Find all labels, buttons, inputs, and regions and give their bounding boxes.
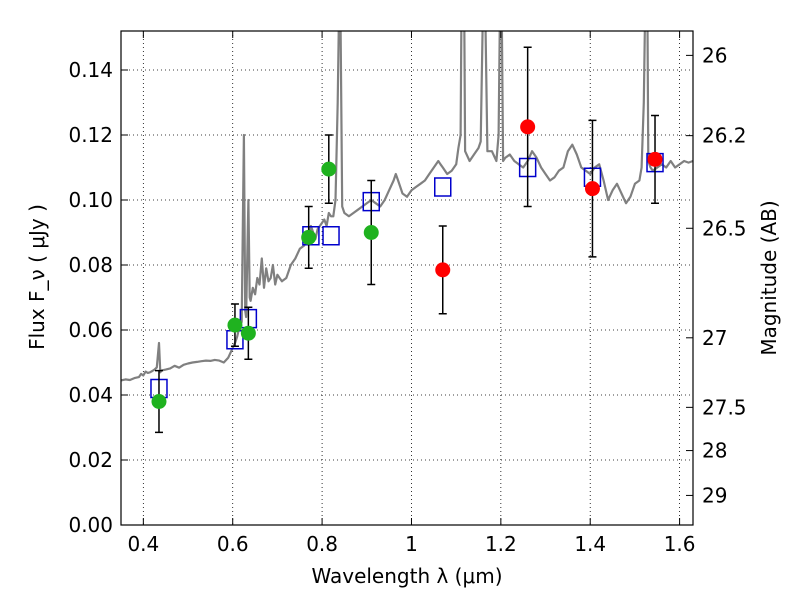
model-band-square xyxy=(434,177,452,197)
y-tick-label: 0.04 xyxy=(68,383,113,407)
y2-tick-label: 28 xyxy=(702,439,727,463)
y-tick-label: 0.06 xyxy=(68,318,113,342)
tick-labels: 0.4 0.6 0.8 1 1.2 1.4 1.6 0.00 0.02 0.04 0.06 0.08 0… xyxy=(68,43,746,556)
y2-tick-label: 29 xyxy=(702,483,727,507)
x-tick-label: 1 xyxy=(405,532,418,556)
observed-flux-point xyxy=(240,325,256,341)
x-tick-label: 1.4 xyxy=(574,532,606,556)
x-tick-label: 1.6 xyxy=(664,532,696,556)
y-tick-label: 0.08 xyxy=(68,253,113,277)
y-axis-title: Flux F_ν ( μJy ) xyxy=(25,204,49,350)
observed-flux-point xyxy=(227,317,243,333)
y-tick-label: 0.00 xyxy=(68,513,113,537)
y2-tick-label: 27 xyxy=(702,326,727,350)
grid-lines xyxy=(121,31,693,526)
y2-tick-label: 26.5 xyxy=(702,216,747,240)
y-tick-label: 0.14 xyxy=(68,58,113,82)
y2-tick-label: 26 xyxy=(702,43,727,67)
observed-flux-point xyxy=(647,151,663,167)
y2-axis-title: Magnitude (AB) xyxy=(757,200,781,355)
model-spectrum-line xyxy=(121,31,693,382)
observed-flux-point xyxy=(151,394,167,409)
y2-tick-label: 26.2 xyxy=(702,124,747,148)
observed-flux-point xyxy=(584,181,600,197)
x-tick-label: 0.6 xyxy=(217,532,249,556)
observed-flux-point xyxy=(520,119,536,135)
data-layer xyxy=(121,31,693,434)
x-tick-label: 0.8 xyxy=(306,532,338,556)
x-axis-title: Wavelength λ (μm) xyxy=(311,564,502,588)
observed-flux-point xyxy=(301,229,317,245)
model-band-square xyxy=(322,226,340,246)
y2-tick-label: 27.5 xyxy=(702,395,747,419)
x-tick-label: 0.4 xyxy=(127,532,159,556)
observed-flux-point xyxy=(321,161,337,177)
y-tick-label: 0.12 xyxy=(68,123,113,147)
y-tick-label: 0.02 xyxy=(68,448,113,472)
tick-marks xyxy=(121,31,693,526)
observed-flux-point xyxy=(363,225,379,240)
plot-frame xyxy=(120,30,694,526)
x-tick-label: 1.2 xyxy=(485,532,517,556)
y-tick-label: 0.10 xyxy=(68,188,113,212)
observed-flux-point xyxy=(435,262,451,278)
